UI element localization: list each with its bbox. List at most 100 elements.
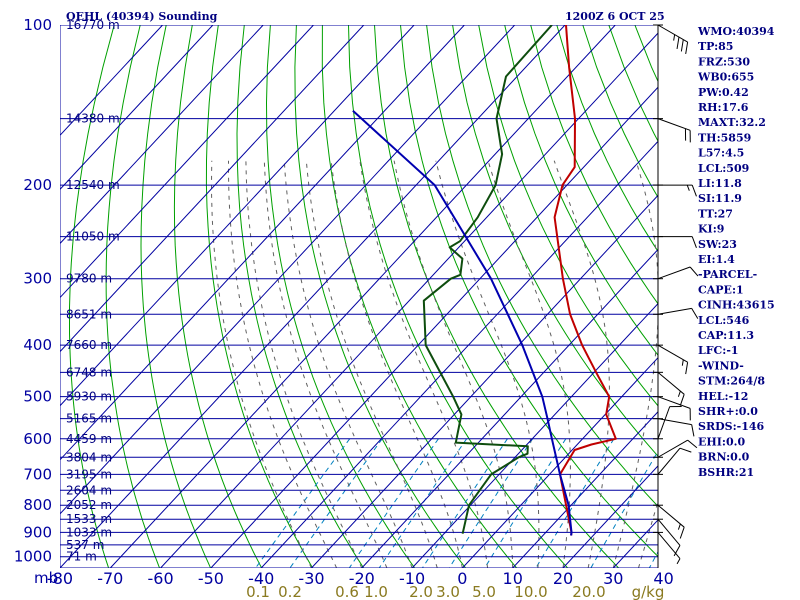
index-entry: BRN:0.0 xyxy=(698,451,750,464)
wind-barb-staff xyxy=(657,307,692,315)
wind-barb-staff xyxy=(657,24,688,43)
mixing-ratio-tick-label: 20.0 xyxy=(572,583,605,600)
isotherm-line xyxy=(160,32,658,568)
height-label: 1033 m xyxy=(66,525,112,539)
height-label: 16770 m xyxy=(66,18,120,32)
dry-adiabat-line xyxy=(478,25,658,407)
wind-barb xyxy=(657,439,698,458)
mixing-ratio-tick-label: 2.0 xyxy=(409,583,433,600)
height-label: 7660 m xyxy=(66,338,112,352)
index-entry: WB0:655 xyxy=(697,71,754,84)
height-label: 1533 m xyxy=(66,512,112,526)
mixing-ratio-axis: 0.1 0.2 0.6 1.0 2.0 3.0 5.0 10.0 20.0 g/kg xyxy=(246,583,664,600)
moist-adiabat-line xyxy=(228,160,338,568)
index-entry: MAXT:32.2 xyxy=(698,116,766,129)
wind-barb-feather xyxy=(691,236,697,248)
isotherm-line xyxy=(60,25,516,515)
wind-barb-feather xyxy=(673,34,676,41)
wind-barb-staff xyxy=(657,396,691,409)
wind-barb xyxy=(657,518,681,557)
mixing-ratio-line xyxy=(348,438,439,568)
index-entry: KI:9 xyxy=(698,223,724,236)
mixing-ratio-tick-label: g/kg xyxy=(632,583,665,600)
wind-barb xyxy=(657,405,682,439)
temperature-tick-label: -10 xyxy=(399,569,425,588)
pressure-axis-label: mb xyxy=(34,569,58,587)
isotherm-line xyxy=(60,25,314,299)
index-entry: LCL:546 xyxy=(698,314,750,327)
index-entry: LI:11.8 xyxy=(698,177,742,190)
wind-barb xyxy=(657,504,685,539)
mixing-ratio-tick-label: 5.0 xyxy=(472,583,496,600)
wind-barb xyxy=(657,24,689,55)
mixing-ratio-tick-label: 3.0 xyxy=(436,583,460,600)
wind-barb-feather xyxy=(680,39,684,52)
temperature-tick-label: -50 xyxy=(198,569,224,588)
height-label: 12540 m xyxy=(66,178,120,192)
isotherm-line xyxy=(60,25,264,245)
mixing-ratio-line xyxy=(289,438,383,568)
wind-barb xyxy=(657,418,695,437)
wind-barb-staff xyxy=(657,266,691,280)
height-labels: 16770 m 14380 m 12540 m 11050 m 9780 m 8651 m… xyxy=(66,18,120,564)
moist-adiabat-line xyxy=(359,160,489,568)
index-entry: PW:0.42 xyxy=(698,86,749,99)
height-label: 71 m xyxy=(66,550,97,564)
index-entry: LCL:509 xyxy=(698,162,749,175)
index-entry: FRZ:530 xyxy=(698,55,750,68)
wind-barb-feather xyxy=(676,558,681,565)
index-entry: CINH:43615 xyxy=(698,299,775,312)
wind-barb-feather xyxy=(689,266,699,277)
wind-barb-staff xyxy=(657,439,688,458)
wind-barb xyxy=(657,344,689,375)
wind-barb-staff xyxy=(657,344,688,363)
wind-barb-staff xyxy=(657,118,691,131)
wind-barb-feather xyxy=(687,439,698,449)
wind-barb-feather xyxy=(686,184,690,191)
mixing-ratio-tick-label: 0.2 xyxy=(278,583,302,600)
isotherm-line xyxy=(411,302,658,568)
wind-barb-staff xyxy=(657,371,685,395)
index-entry: HEL:-12 xyxy=(698,390,748,403)
temperature-axis: -80 -70 -60 -50 -40 -30 -20 -10 0 10 20 30 40 xyxy=(47,569,674,588)
isotherm-line xyxy=(60,25,566,568)
index-entry: -PARCEL- xyxy=(698,268,757,281)
mixing-ratio-line xyxy=(590,450,658,568)
mixing-ratio-line xyxy=(378,438,468,568)
wind-barb-feather xyxy=(676,37,680,50)
mixing-ratio-tick-label: 0.1 xyxy=(246,583,270,600)
temperature-tick-label: 30 xyxy=(603,569,623,588)
height-label: 537 m xyxy=(66,538,104,552)
wind-barb xyxy=(657,447,692,475)
index-entry: TH:5859 xyxy=(698,131,751,144)
height-label: 3804 m xyxy=(66,450,112,464)
wind-barb-feather xyxy=(691,308,699,319)
mixing-ratio-tick-label: 1.0 xyxy=(364,583,388,600)
wind-barb-staff xyxy=(657,418,692,426)
isotherm-line xyxy=(512,411,658,568)
index-entry: L57:4.5 xyxy=(698,147,744,160)
height-label: 3195 m xyxy=(66,467,112,481)
mixing-ratio-line xyxy=(255,438,351,568)
moist-adiabat-line xyxy=(553,160,610,568)
pressure-axis: 100 200 300 400 500 600 700 800 900 1000 xyxy=(14,16,52,566)
moist-adiabat-line xyxy=(612,160,658,568)
wind-barb-feather xyxy=(679,447,692,453)
temperature-tick-label: 0 xyxy=(457,569,467,588)
wind-barb-staff xyxy=(657,504,685,528)
chart-title: QEHL (40394) Sounding xyxy=(66,10,218,23)
wind-barb-feather xyxy=(681,359,684,366)
mixing-ratio-tick-label: 10.0 xyxy=(514,583,547,600)
index-entry: TT:27 xyxy=(698,207,733,220)
isotherm-line xyxy=(60,25,415,407)
index-entry: -WIND- xyxy=(698,359,744,372)
wind-barb-staff xyxy=(657,518,681,546)
height-label: 8651 m xyxy=(66,307,112,321)
pressure-tick-label: 500 xyxy=(23,388,52,406)
wind-barb xyxy=(657,266,699,280)
pressure-tick-label: 800 xyxy=(23,496,52,514)
pressure-tick-label: 1000 xyxy=(14,548,52,566)
index-entry: SW:23 xyxy=(698,238,737,251)
